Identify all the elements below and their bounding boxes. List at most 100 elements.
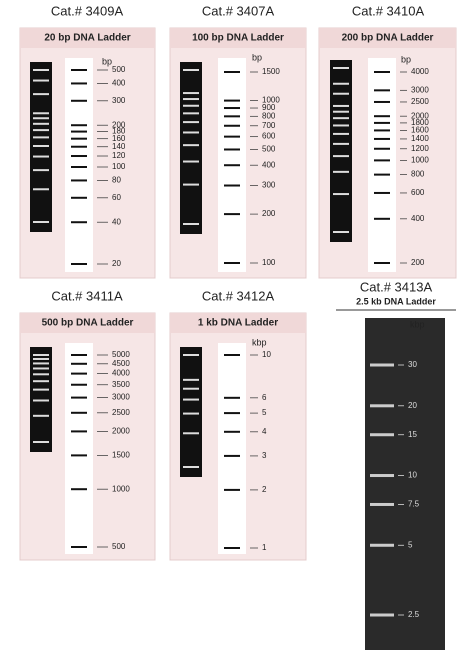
gel-band — [183, 432, 199, 435]
size-label: 500 — [112, 65, 126, 74]
marker-band — [374, 217, 390, 220]
marker-band — [71, 99, 87, 102]
gel-band — [370, 363, 394, 367]
gel-band — [183, 160, 199, 163]
ladder-title: 100 bp DNA Ladder — [192, 33, 284, 44]
gel-band — [183, 223, 199, 225]
size-label: 3000 — [411, 85, 429, 94]
gel-band — [333, 82, 349, 85]
marker-band — [71, 372, 87, 375]
panel-header — [170, 313, 306, 333]
ladder-title: 500 bp DNA Ladder — [42, 318, 134, 329]
ladder-title: 1 kb DNA Ladder — [198, 318, 278, 329]
gel-band — [33, 367, 49, 370]
panel-header — [20, 313, 155, 333]
size-label: 400 — [411, 214, 425, 223]
size-label: 4 — [262, 427, 267, 436]
gel-band — [33, 136, 49, 139]
size-label: 10 — [262, 350, 271, 359]
gel-band — [183, 398, 199, 401]
size-label: 5 — [408, 540, 413, 549]
gel-band — [183, 387, 199, 390]
marker-band — [71, 130, 87, 133]
marker-band — [71, 354, 87, 356]
size-label: 30 — [408, 360, 417, 369]
marker-band — [71, 383, 87, 386]
gel-band — [183, 183, 199, 186]
size-label: 3000 — [112, 393, 130, 402]
marker-band — [71, 396, 87, 399]
gel-band — [370, 474, 394, 478]
marker-band — [71, 196, 87, 199]
gel-image — [365, 318, 445, 650]
gel-band — [183, 466, 199, 468]
panel-header — [20, 28, 155, 48]
marker-band — [374, 129, 390, 132]
gel-band — [33, 129, 49, 132]
gel-band — [33, 380, 49, 383]
marker-band — [71, 454, 87, 457]
marker-band — [224, 135, 240, 138]
gel-band — [33, 122, 49, 125]
gel-band — [33, 169, 49, 172]
gel-band — [183, 354, 199, 356]
size-label: 1600 — [411, 126, 429, 135]
gel-band — [333, 92, 349, 95]
gel-band — [33, 79, 49, 82]
size-label: 800 — [262, 111, 276, 120]
gel-band — [33, 373, 49, 376]
size-label: 140 — [112, 142, 126, 151]
size-label: 300 — [262, 181, 276, 190]
marker-band — [374, 262, 390, 264]
size-label: 700 — [262, 121, 276, 130]
marker-band — [224, 164, 240, 167]
size-label: 1800 — [411, 118, 429, 127]
marker-band — [224, 148, 240, 151]
marker-band — [374, 100, 390, 103]
gel-band — [333, 132, 349, 135]
gel-band — [33, 362, 49, 365]
gel-band — [33, 399, 49, 402]
marker-band — [224, 396, 240, 399]
gel-band — [33, 441, 49, 443]
marker-band — [224, 354, 240, 356]
marker-band — [71, 488, 87, 491]
size-label: 20 — [408, 401, 417, 410]
size-label: 200 — [411, 258, 425, 267]
size-label: 300 — [112, 96, 126, 105]
size-label: 500 — [262, 145, 276, 154]
marker-band — [224, 547, 240, 549]
gel-band — [370, 502, 394, 506]
catalog-number: Cat.# 3411A — [51, 288, 123, 303]
marker-strip — [368, 58, 396, 272]
gel-band — [183, 69, 199, 71]
size-label: 100 — [112, 162, 126, 171]
marker-band — [374, 159, 390, 162]
marker-band — [374, 89, 390, 92]
marker-band — [374, 115, 390, 118]
gel-band — [183, 412, 199, 415]
size-label: 900 — [262, 103, 276, 112]
catalog-number: Cat.# 3410A — [352, 3, 425, 18]
marker-band — [71, 411, 87, 414]
marker-strip — [218, 343, 246, 554]
marker-band — [374, 147, 390, 150]
gel-band — [33, 221, 49, 223]
marker-strip — [65, 343, 93, 554]
gel-image — [330, 60, 352, 242]
size-label: 100 — [262, 258, 276, 267]
size-label: 5 — [262, 408, 267, 417]
unit-label: kbp — [252, 337, 267, 347]
size-label: 2000 — [112, 427, 130, 436]
size-label: 40 — [112, 217, 121, 226]
size-label: 1500 — [112, 451, 130, 460]
size-label: 180 — [112, 127, 126, 136]
gel-band — [33, 414, 49, 417]
gel-band — [33, 388, 49, 391]
size-label: 1000 — [112, 484, 130, 493]
marker-band — [224, 115, 240, 118]
marker-band — [224, 213, 240, 216]
gel-band — [370, 613, 394, 617]
gel-band — [183, 378, 199, 381]
panel-header — [319, 28, 456, 48]
